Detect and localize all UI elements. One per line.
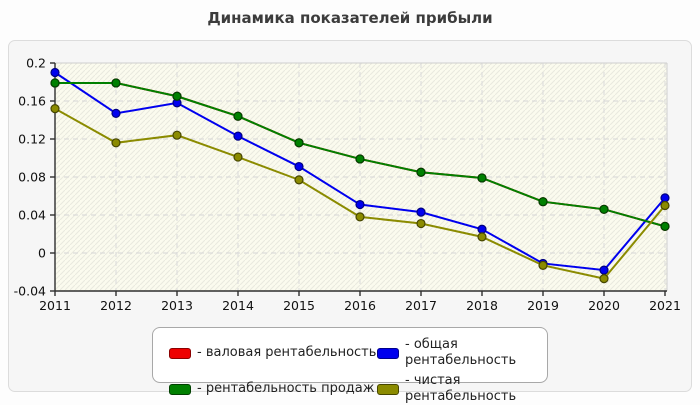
data-point-sales — [111, 78, 121, 88]
legend-label-net: - чистая рентабельность — [405, 373, 517, 404]
y-tick-label: 0.08 — [18, 170, 46, 185]
data-point-sales — [477, 173, 487, 183]
data-point-net — [477, 232, 487, 242]
legend-swatch-gross — [169, 347, 191, 359]
y-tick-label: 0 — [38, 246, 46, 261]
x-tick-label: 2016 — [344, 298, 376, 313]
legend-label-gross: - валовая рентабельность — [197, 345, 377, 360]
legend-item-gross: - валовая рентабельность — [169, 337, 377, 369]
data-point-sales — [355, 154, 365, 164]
gridlines — [55, 63, 667, 291]
data-point-net — [355, 212, 365, 222]
series-net — [50, 103, 670, 284]
legend-item-sales: - рентабельность продаж — [169, 373, 377, 405]
legend-label-sales: - рентабельность продаж — [197, 381, 375, 396]
y-tick-label: 0.04 — [18, 208, 46, 223]
data-point-total — [660, 193, 670, 203]
y-tick-label: 0.16 — [18, 94, 46, 109]
legend-swatch-sales — [169, 383, 191, 395]
data-point-sales — [599, 204, 609, 214]
x-tick-label: 2020 — [588, 298, 620, 313]
x-tick-label: 2015 — [283, 298, 315, 313]
data-point-sales — [416, 167, 426, 177]
data-point-sales — [172, 91, 182, 101]
data-point-net — [172, 130, 182, 140]
data-point-total — [294, 161, 304, 172]
data-point-net — [50, 103, 60, 114]
legend: - валовая рентабельность - общая рентабел… — [152, 327, 548, 404]
data-point-total — [355, 199, 365, 210]
y-tick-label: 0.12 — [18, 132, 46, 147]
legend-item-net: - чистая рентабельность — [377, 373, 547, 405]
data-point-total — [599, 265, 609, 275]
data-point-total — [50, 67, 60, 78]
data-point-net — [660, 200, 670, 211]
x-tick-label: 2018 — [466, 298, 498, 313]
data-point-total — [233, 131, 243, 141]
data-point-total — [111, 108, 121, 118]
data-point-total — [416, 207, 426, 217]
axes — [50, 62, 668, 296]
legend-swatch-total — [377, 347, 399, 359]
x-tick-label: 2013 — [161, 298, 193, 313]
data-point-sales — [660, 221, 670, 231]
data-point-net — [538, 260, 548, 270]
legend-swatch-net — [377, 383, 399, 395]
data-point-total — [477, 224, 487, 234]
x-tick-label: 2021 — [649, 298, 681, 313]
y-tick-label: 0.2 — [26, 56, 46, 71]
x-tick-label: 2011 — [39, 298, 71, 313]
legend-item-total: - общая рентабельность — [377, 337, 547, 369]
data-point-sales — [538, 197, 548, 207]
data-point-net — [111, 138, 121, 148]
series-layer — [50, 67, 670, 284]
legend-label-total: - общая рентабельность — [405, 337, 517, 368]
data-point-net — [294, 175, 304, 185]
y-tick-label: -0.04 — [14, 284, 46, 299]
data-point-sales — [294, 138, 304, 148]
data-point-net — [233, 152, 243, 162]
series-sales — [50, 78, 670, 231]
x-tick-label: 2017 — [405, 298, 437, 313]
x-tick-label: 2019 — [527, 298, 559, 313]
x-tick-label: 2012 — [100, 298, 132, 313]
x-tick-label: 2014 — [222, 298, 254, 313]
data-point-sales — [50, 78, 60, 88]
data-point-net — [599, 274, 609, 284]
chart-title: Динамика показателей прибыли — [207, 9, 493, 27]
data-point-sales — [233, 111, 243, 121]
data-point-net — [416, 218, 426, 229]
